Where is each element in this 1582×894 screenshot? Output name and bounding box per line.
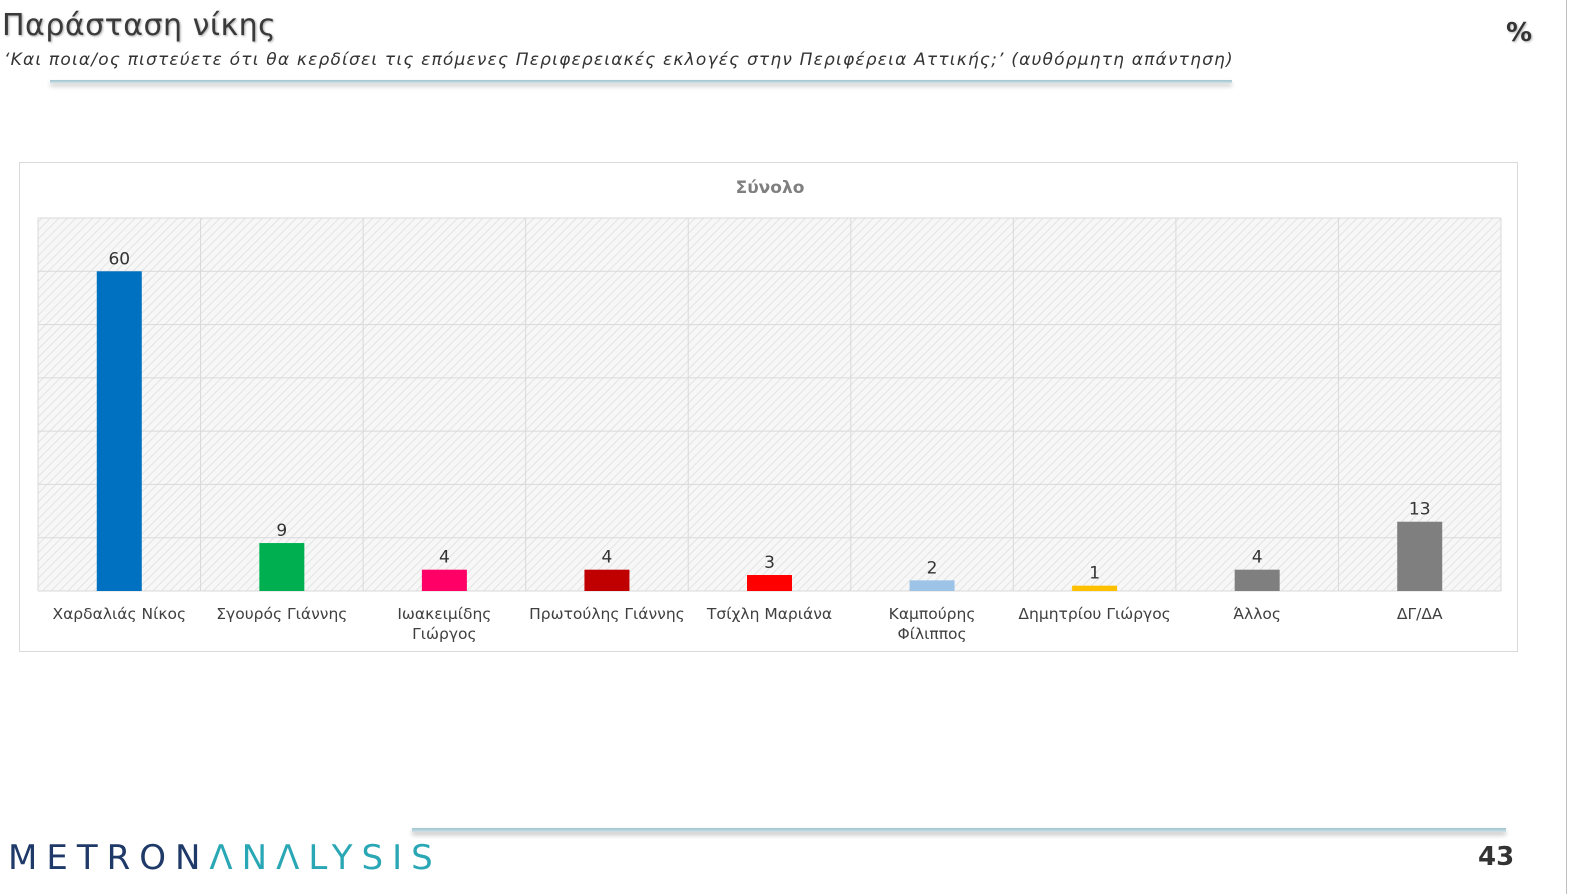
metron-analysis-logo: METRONΛNΛLYSIS [8, 838, 442, 878]
chart-container: Σύνολο 60 9 4 4 3 2 1 4 13 Χαρδαλιάς Νίκος Σγουρό… [19, 162, 1518, 652]
data-label: 3 [764, 553, 775, 573]
data-label: 13 [1409, 500, 1431, 520]
chart-title: Σύνολο [736, 178, 805, 198]
bar [1397, 521, 1443, 591]
category-label: Δημητρίου Γιώργος [1018, 605, 1170, 623]
data-label: 1 [1089, 564, 1100, 584]
bars [96, 271, 1443, 591]
category-label: Σγουρός Γιάννης [216, 605, 347, 623]
bar [909, 580, 955, 591]
plot-area [38, 218, 1501, 591]
data-label: 4 [602, 548, 613, 568]
data-label: 9 [276, 521, 287, 541]
bar [421, 569, 467, 591]
category-label: Καμπούρης Φίλιππος [889, 605, 976, 643]
logo-metron: METRON [8, 838, 210, 878]
bar-chart: Σύνολο 60 9 4 4 3 2 1 4 13 Χαρδαλιάς Νίκος Σγουρό… [37, 178, 1502, 643]
logo-analysis: ΛNΛLYSIS [209, 838, 442, 878]
category-label: Ιωακειμίδης Γιώργος [397, 605, 491, 643]
data-label: 4 [439, 548, 450, 568]
category-label: Πρωτούλης Γιάννης [529, 605, 685, 623]
bar [96, 271, 142, 591]
bar [1072, 585, 1118, 591]
data-label: 4 [1252, 548, 1263, 568]
slide-edge [1566, 0, 1567, 894]
category-label: Χαρδαλιάς Νίκος [52, 605, 186, 623]
category-labels: Χαρδαλιάς Νίκος Σγουρός Γιάννης Ιωακειμίδη… [52, 605, 1442, 643]
bar [259, 543, 305, 591]
slide-title: Παράσταση νίκης [2, 8, 277, 43]
bar [584, 569, 630, 591]
bar [747, 575, 792, 591]
slide-subtitle: ‘Και ποια/ος πιστεύετε ότι θα κερδίσει τ… [4, 50, 1234, 70]
title-divider [50, 80, 1232, 83]
bar [1234, 569, 1280, 591]
grid-lines [37, 217, 1502, 592]
category-label: Τσίχλη Μαριάνα [706, 605, 832, 623]
page-number: 43 [1478, 842, 1515, 872]
data-labels: 60 9 4 4 3 2 1 4 13 [108, 249, 1430, 583]
category-label: Άλλος [1233, 605, 1281, 623]
category-label: ΔΓ/ΔΑ [1397, 605, 1443, 623]
footer-divider [412, 828, 1506, 832]
unit-label: % [1506, 18, 1533, 48]
data-label: 2 [927, 558, 938, 578]
data-label: 60 [108, 249, 130, 269]
